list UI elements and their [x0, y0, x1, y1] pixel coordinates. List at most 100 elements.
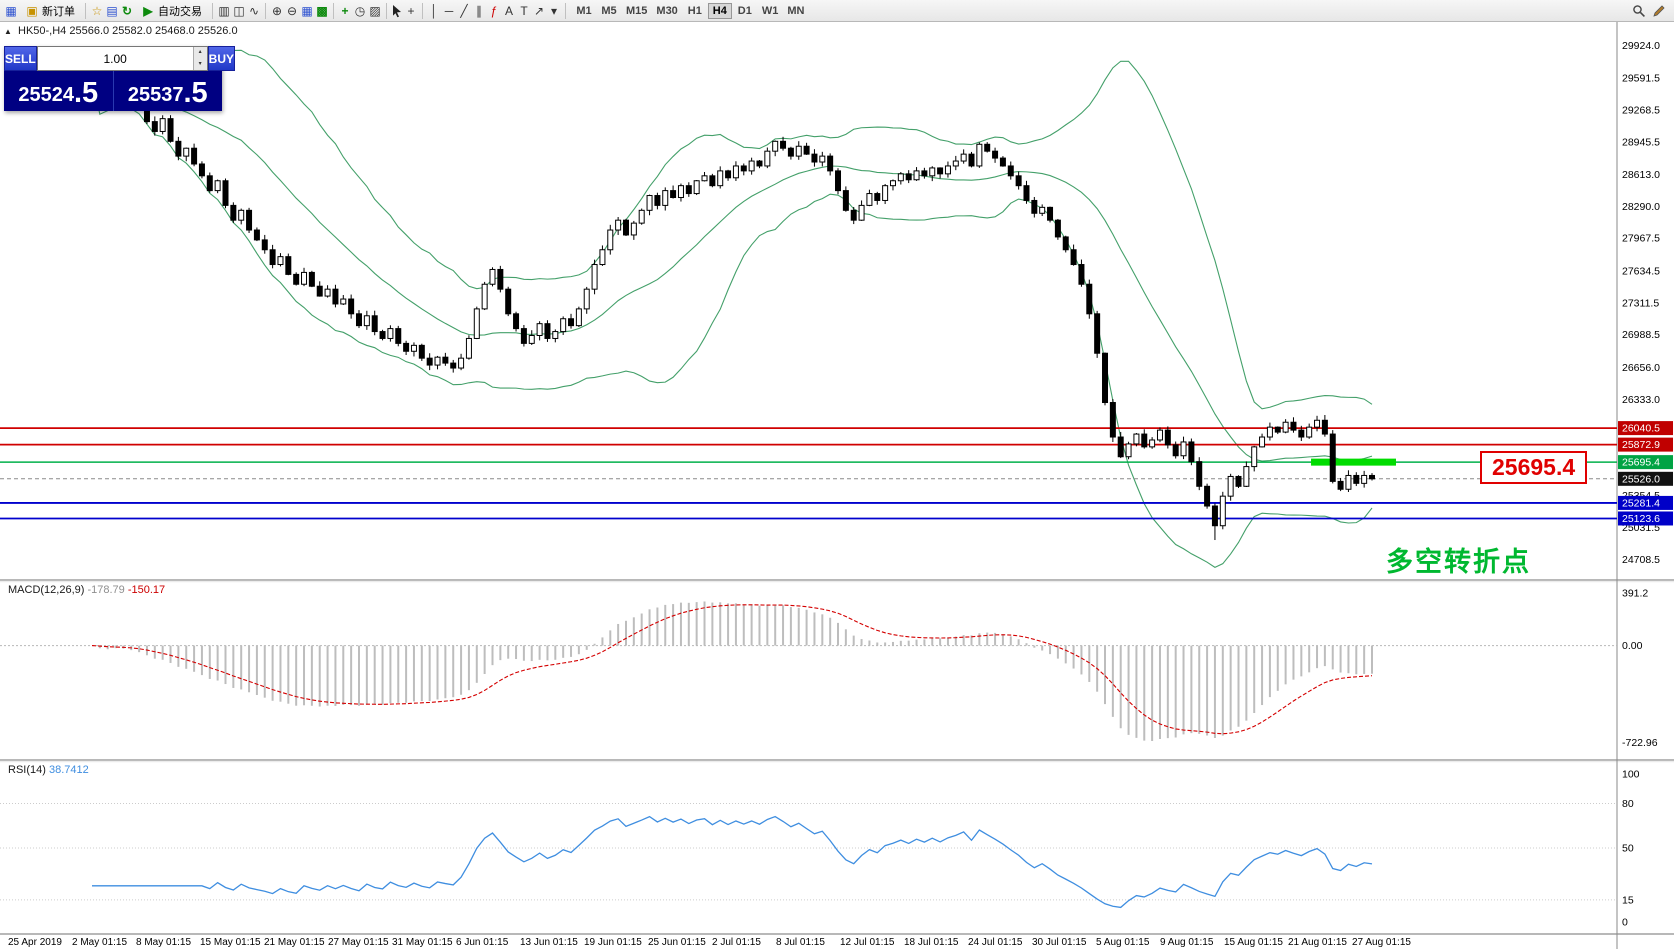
timeframe-mn-button[interactable]: MN [783, 3, 808, 19]
timeframe-d1-button[interactable]: D1 [733, 3, 757, 19]
svg-text:0: 0 [1622, 917, 1628, 929]
svg-text:25872.9: 25872.9 [1622, 439, 1660, 451]
timeframe-m1-button[interactable]: M1 [572, 3, 596, 19]
svg-text:5 Aug 01:15: 5 Aug 01:15 [1096, 937, 1150, 948]
trendline-icon[interactable]: ╱ [460, 3, 468, 18]
toolbar-separator [212, 2, 213, 19]
svg-text:27634.5: 27634.5 [1622, 265, 1660, 277]
turning-point-label: 多空转折点 [1386, 547, 1531, 577]
line-chart-icon[interactable]: ∿ [248, 3, 260, 18]
buy-button[interactable]: BUY [207, 46, 236, 71]
profiles-icon[interactable]: ▤ [106, 3, 118, 18]
svg-text:8 Jul 01:15: 8 Jul 01:15 [776, 937, 825, 948]
label-icon[interactable]: T [520, 3, 528, 18]
grid-icon[interactable]: ▩ [316, 3, 328, 18]
panel-dividers [0, 22, 1674, 949]
rsi-value: 38.7412 [48, 764, 89, 776]
text-icon[interactable]: A [504, 3, 513, 18]
crosshair-icon[interactable]: + [407, 3, 415, 18]
rsi-header: RSI(14) 38.7412 [6, 764, 91, 776]
sell-price-frac: .5 [73, 77, 99, 109]
zoom-in-icon[interactable]: ⊕ [271, 3, 283, 18]
svg-text:29924.0: 29924.0 [1622, 40, 1660, 52]
timeframe-h4-button[interactable]: H4 [707, 2, 732, 19]
svg-text:2 May 01:15: 2 May 01:15 [72, 937, 127, 948]
arrows-dropdown-icon[interactable]: ▾ [550, 3, 558, 18]
cursor-icon[interactable] [391, 4, 403, 18]
toolbar-separator [333, 2, 334, 19]
toolbar-separator [386, 2, 387, 19]
volume-input[interactable] [37, 47, 193, 70]
volume-up-button[interactable]: ▴ [193, 47, 207, 59]
svg-text:6 Jun 01:15: 6 Jun 01:15 [456, 937, 509, 948]
price-alert-label: 25695.4 [1480, 451, 1588, 484]
svg-text:26040.5: 26040.5 [1622, 423, 1660, 435]
rsi-name: RSI(14) [8, 764, 46, 776]
svg-text:19 Jun 01:15: 19 Jun 01:15 [584, 937, 642, 948]
volume-box: ▴ ▾ [36, 46, 208, 71]
main-toolbar: ▦ ▣ 新订单 ☆ ▤ ↻ ▶ 自动交易 ▥ ◫ ∿ ⊕ ⊖ ▦ ▩ + ◷ ▨… [0, 0, 1674, 22]
templates-icon[interactable]: ▨ [369, 3, 381, 18]
candlestick-chart-icon[interactable]: ◫ [233, 3, 245, 18]
timeframe-w1-button[interactable]: W1 [758, 3, 783, 19]
time-axis-labels[interactable]: 25 Apr 2019 2 May 01:15 8 May 01:15 15 May … [8, 937, 1411, 948]
volume-spinner: ▴ ▾ [192, 47, 207, 70]
periods-icon[interactable]: ◷ [354, 3, 366, 18]
svg-text:100: 100 [1622, 768, 1640, 780]
svg-text:24 Jul 01:15: 24 Jul 01:15 [968, 937, 1023, 948]
volume-down-button[interactable]: ▾ [193, 58, 207, 70]
arrows-icon[interactable]: ↗ [533, 3, 545, 18]
svg-text:28945.5: 28945.5 [1622, 136, 1660, 148]
macd-main-value: -178.79 [87, 584, 125, 596]
sell-price[interactable]: 25524.5 [4, 71, 113, 111]
timeframe-m15-button[interactable]: M15 [622, 3, 651, 19]
vertical-line-icon[interactable]: │ [430, 3, 438, 18]
timeframe-h1-button[interactable]: H1 [683, 3, 707, 19]
candlestick-series [89, 49, 1375, 541]
timeframe-m5-button[interactable]: M5 [597, 3, 621, 19]
svg-text:30 Jul 01:15: 30 Jul 01:15 [1032, 937, 1087, 948]
svg-text:9 Aug 01:15: 9 Aug 01:15 [1160, 937, 1214, 948]
favorites-icon[interactable]: ☆ [91, 3, 103, 18]
symbol-chart-icon[interactable]: ▦ [5, 3, 17, 18]
svg-text:28290.0: 28290.0 [1622, 201, 1660, 213]
svg-text:31 May 01:15: 31 May 01:15 [392, 937, 453, 948]
toolbar-separator [265, 2, 266, 19]
svg-text:27967.5: 27967.5 [1622, 233, 1660, 245]
price-scale: 29924.0 29591.5 29268.5 28945.5 28613.0 28290… [1618, 40, 1673, 566]
svg-text:15: 15 [1622, 894, 1634, 906]
tile-windows-icon[interactable]: ▦ [301, 3, 313, 18]
fibonacci-icon[interactable]: ƒ [490, 3, 498, 18]
svg-text:18 Jul 01:15: 18 Jul 01:15 [904, 937, 959, 948]
horizontal-line-icon[interactable]: ─ [444, 3, 454, 18]
svg-text:12 Jul 01:15: 12 Jul 01:15 [840, 937, 895, 948]
channel-icon[interactable]: ∥ [476, 3, 482, 18]
svg-text:26656.0: 26656.0 [1622, 362, 1660, 374]
chart-title: HK50-,H4 25566.0 25582.0 25468.0 25526.0 [18, 25, 238, 37]
refresh-icon[interactable]: ↻ [121, 3, 133, 18]
toolbar-separator [565, 2, 566, 19]
sell-price-main: 25524 [18, 84, 74, 106]
one-click-collapse-button[interactable]: ▲ [4, 27, 12, 36]
svg-text:8 May 01:15: 8 May 01:15 [136, 937, 191, 948]
toolbar-right-group [1632, 4, 1670, 18]
new-order-icon: ▣ [26, 3, 38, 18]
svg-text:13 Jun 01:15: 13 Jun 01:15 [520, 937, 578, 948]
play-icon: ▶ [143, 3, 153, 18]
svg-text:-722.96: -722.96 [1622, 737, 1658, 749]
zoom-out-icon[interactable]: ⊖ [286, 3, 298, 18]
new-order-button[interactable]: ▣ 新订单 [19, 1, 81, 21]
bollinger-bands [91, 49, 1373, 568]
svg-text:26988.5: 26988.5 [1622, 329, 1660, 341]
auto-trading-button[interactable]: ▶ 自动交易 [135, 1, 208, 21]
sell-button[interactable]: SELL [4, 46, 37, 71]
timeframe-m30-button[interactable]: M30 [652, 3, 681, 19]
buy-price[interactable]: 25537.5 [112, 71, 223, 111]
edit-pencil-icon[interactable] [1652, 4, 1666, 18]
svg-text:29268.5: 29268.5 [1622, 104, 1660, 116]
macd-header: MACD(12,26,9) -178.79 -150.17 [6, 584, 168, 596]
bar-chart-icon[interactable]: ▥ [218, 3, 230, 18]
search-icon[interactable] [1632, 4, 1646, 18]
indicators-icon[interactable]: + [341, 3, 349, 18]
